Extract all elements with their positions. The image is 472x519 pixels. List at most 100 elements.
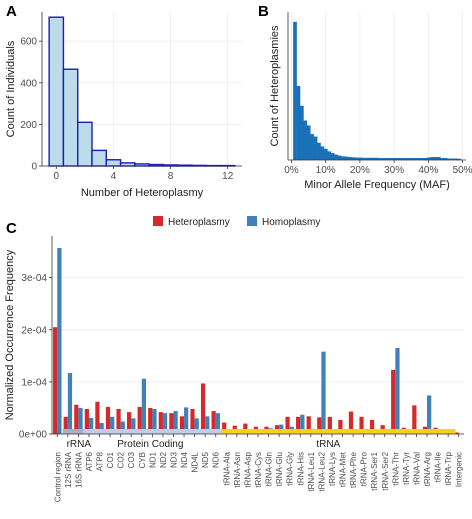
panel-b-bar (378, 158, 383, 160)
panel-c-bar-heteroplasmy (211, 411, 216, 434)
panel-c-bar-heteroplasmy (74, 404, 79, 434)
panel-b-bar (327, 151, 332, 160)
panel-b-bar (334, 154, 338, 160)
panel-b-bar (412, 158, 417, 160)
panel-b-y-axis-title: Count of Heteroplasmies (269, 25, 281, 147)
panel-b-bar (450, 158, 455, 160)
panel-b-x-axis-title: Minor Allele Frequency (MAF) (304, 179, 450, 191)
panel-a-y-tick-label: 200 (20, 120, 37, 131)
panel-c-category-label: tRNA-Pro (360, 451, 369, 486)
panel-b-bar (436, 157, 441, 160)
panel-c-category-label: tRNA-Ala (222, 451, 231, 485)
panel-c-category-label: ND4L (191, 451, 200, 472)
panel-c-bar-heteroplasmy (200, 383, 206, 434)
panel-b-bar (347, 157, 352, 160)
panel-b-bar (392, 158, 397, 160)
panel-c-bar-heteroplasmy (95, 401, 100, 434)
panel-c-bar-homoplasmy (78, 407, 83, 434)
panel-b-bar (395, 158, 400, 160)
panel-c-bar-heteroplasmy (137, 406, 142, 434)
panel-b-bar (406, 158, 410, 160)
panel-b-bar (320, 146, 325, 160)
panel-c-bar-heteroplasmy (179, 416, 185, 434)
legend-label-homoplasmy: Homoplasmy (262, 217, 320, 228)
panel-b-bar (330, 153, 335, 160)
panel-c-bar-heteroplasmy (84, 408, 89, 434)
panel-b-plot-area (288, 12, 466, 160)
panel-b-x-tick-label: 30% (384, 165, 404, 176)
panel-b-bar (299, 105, 304, 160)
panel-c-category-label: tRNA-Arg (423, 452, 432, 486)
panel-b-bar (399, 158, 403, 160)
panel-c-bar-heteroplasmy (348, 411, 354, 434)
panel-b-bar (344, 156, 349, 160)
panel-c-bar-homoplasmy (205, 416, 210, 434)
panel-c-bar-heteroplasmy (454, 432, 459, 434)
panel-b-bar (361, 157, 366, 160)
panel-c-bar-homoplasmy (173, 411, 178, 434)
panel-c-bar-heteroplasmy (158, 412, 163, 434)
panel-c-bar-heteroplasmy (306, 416, 311, 434)
panel-a-y-tick-label: 0 (31, 162, 37, 173)
panel-b-bar (306, 125, 311, 160)
panel-b-bar (341, 156, 345, 160)
panel-b-x-tick-label: 40% (418, 165, 438, 176)
panel-c-bar-homoplasmy (141, 378, 147, 434)
panel-b-bar (375, 157, 380, 160)
panel-c-y-tick-label: 1e-04 (21, 377, 47, 388)
panel-c-category-label: tRNA-Ile (434, 451, 443, 482)
panel-c-category-label: 12S rRNA (64, 451, 73, 488)
panel-c-category-label: 16S rRNA (74, 451, 83, 488)
panel-b-bar (419, 158, 424, 160)
panel-b-bar (447, 158, 451, 160)
panel-c-plot: 0e+00 1e-04 2e-04 3e-04 rRNA Protein Coding tR… (19, 236, 464, 502)
panel-b-letter: B (258, 3, 269, 20)
panel-b-bar (313, 136, 318, 160)
panel-c-bar-heteroplasmy (391, 369, 396, 434)
panel-c-bar-homoplasmy (427, 395, 432, 434)
panel-c-region-label: Protein Coding (117, 439, 183, 450)
panel-c-region-bar (62, 429, 84, 434)
panel-c-region-label: rRNA (67, 439, 92, 450)
panel-c-category-label: tRNA-Trp (444, 451, 453, 485)
panel-c-category-label: ND3 (169, 451, 178, 468)
panel-c-category-label: ATP8 (96, 451, 105, 471)
panel-c-bar-homoplasmy (162, 413, 168, 434)
panel-c-category-label: tRNA-Lys (328, 452, 337, 486)
panel-b-x-tick-label: 0% (284, 165, 299, 176)
panel-c-bar-homoplasmy (321, 351, 326, 434)
panel-c-bar-homoplasmy (184, 407, 189, 434)
panel-a-bar (91, 149, 107, 167)
panel-c-category-label: tRNA-Leu1 (307, 451, 316, 491)
panel-c-bar-homoplasmy (120, 421, 125, 434)
panel-b-plot: 0% 10% 20% 30% 40% 50% (284, 12, 472, 176)
panel-c-category-label: tRNA-Asn (233, 452, 242, 488)
panel-a: A Count of Individuals Number of Heterop… (5, 3, 242, 199)
panel-c-bar-heteroplasmy (243, 423, 248, 434)
panel-c-bar-homoplasmy (194, 418, 199, 434)
panel-b-bar (351, 157, 356, 160)
panel-c-category-label: tRNA-Met (339, 451, 348, 487)
panel-b-bar (368, 157, 373, 160)
panel-a-bar (48, 16, 65, 167)
panel-c-category-label: tRNA-Tyr (402, 452, 411, 485)
panel-c-category-label: tRNA-Asp (243, 451, 252, 487)
panel-c-bar-heteroplasmy (169, 413, 174, 434)
panel-c-y-axis-title: Normalized Occurrence Frequency (4, 249, 16, 420)
panel-b-bar (354, 157, 359, 160)
panel-c-category-label: tRNA-Ser1 (370, 451, 379, 490)
panel-c-region-label: tRNA (316, 439, 340, 450)
panel-c-category-label: CO2 (117, 451, 126, 468)
panel-c-bar-homoplasmy (88, 417, 94, 434)
panel-b-bar (293, 21, 297, 160)
panel-a-x-tick-label: 8 (168, 171, 174, 182)
panel-c-bar-heteroplasmy (127, 412, 132, 434)
panel-b-bar (443, 158, 448, 160)
panel-c-region-bar (83, 429, 222, 434)
panel-c-bar-heteroplasmy (359, 416, 364, 434)
panel-b-bar (440, 158, 445, 160)
panel-a-x-axis-title: Number of Heteroplasmy (81, 187, 204, 199)
panel-b-bar (365, 157, 369, 160)
panel-b-bar (430, 157, 434, 160)
panel-b: B Count of Heteroplasmies Minor Allele F… (258, 3, 472, 191)
